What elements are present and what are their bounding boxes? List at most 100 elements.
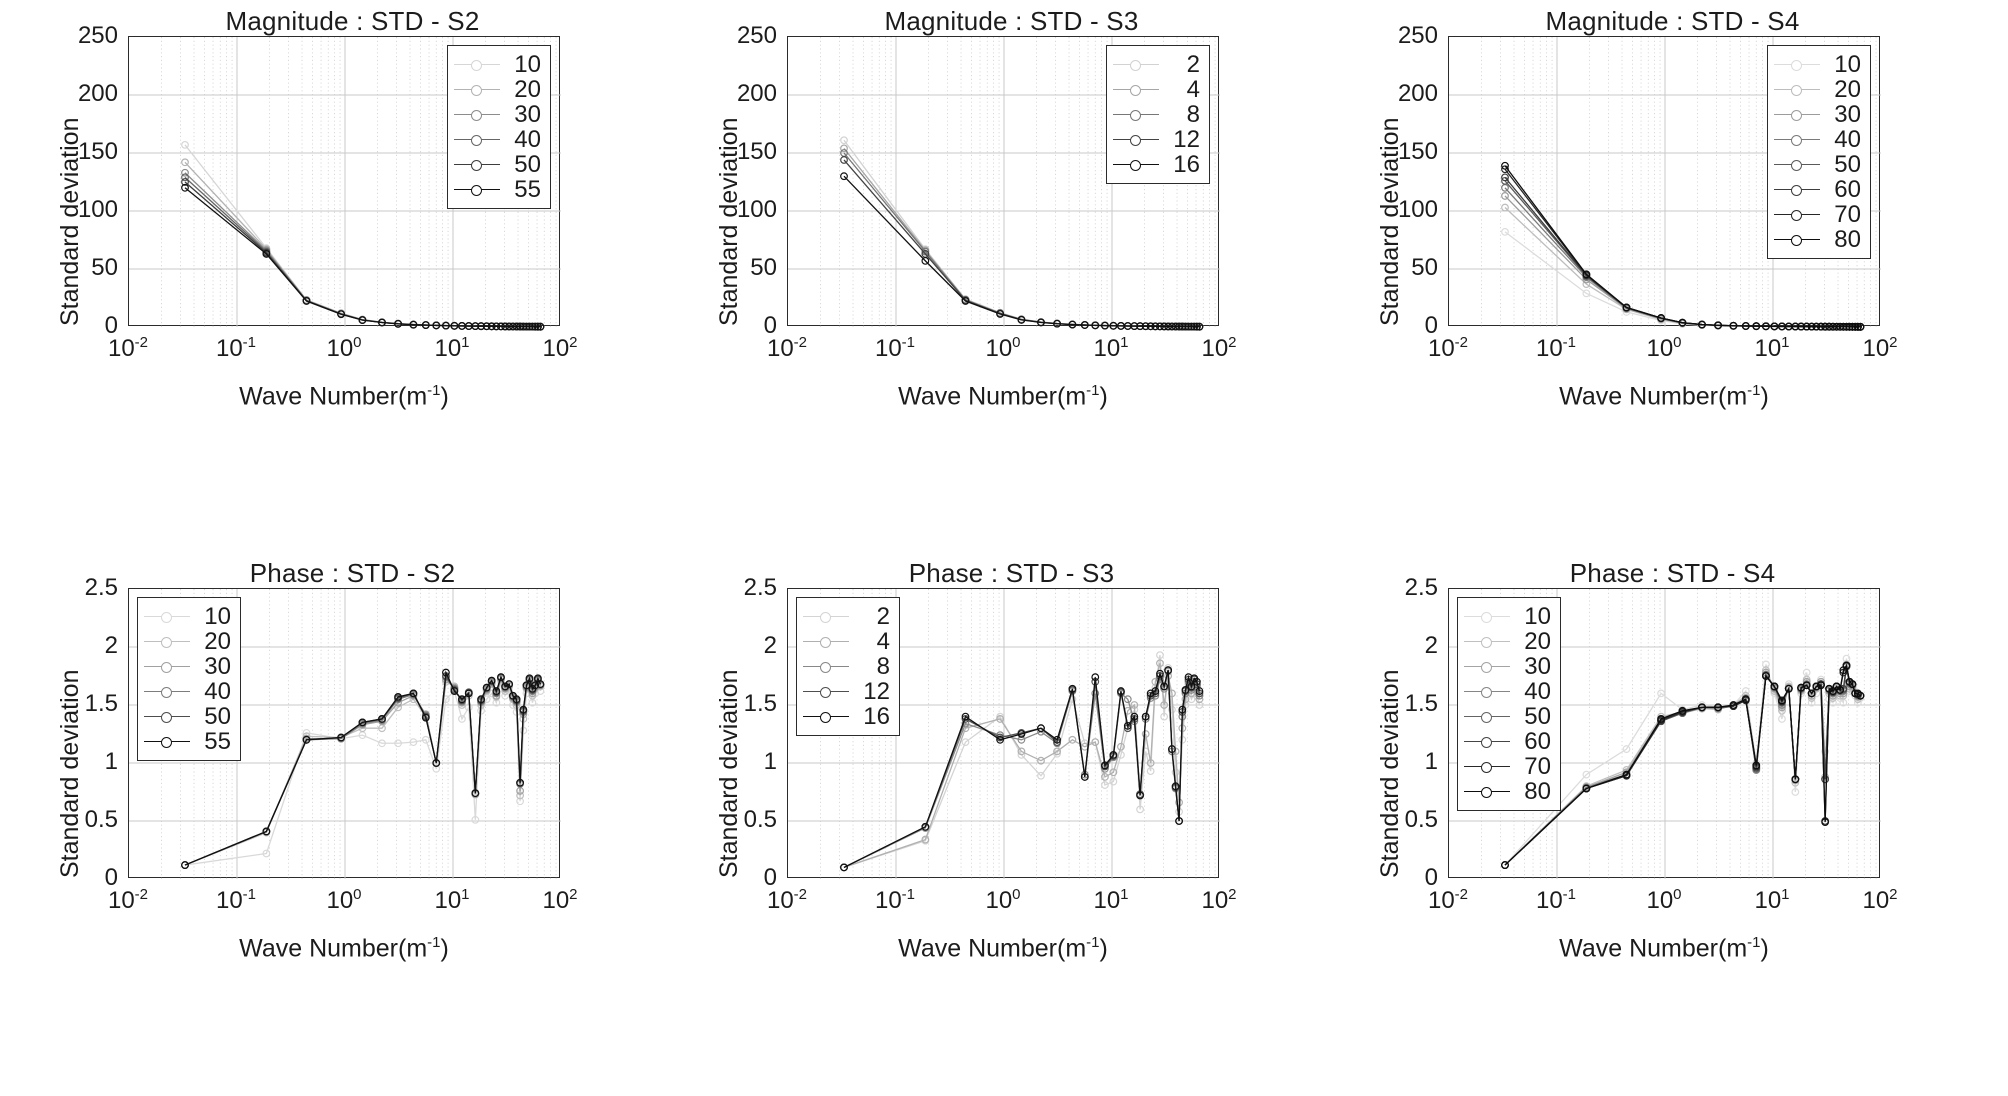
legend-line-marker-icon	[1774, 108, 1820, 122]
y-tick-label: 1	[763, 748, 777, 775]
legend-item[interactable]: 10	[1774, 51, 1861, 78]
x-tick-exponent: 1	[1781, 334, 1790, 351]
legend-label: 30	[514, 100, 541, 128]
legend[interactable]: 2 4 8 12 16	[1106, 45, 1210, 184]
legend-item[interactable]: 20	[454, 76, 541, 103]
legend-item[interactable]: 40	[1774, 126, 1861, 153]
x-tick-label: 102	[1201, 886, 1236, 915]
legend-item[interactable]: 2	[803, 603, 890, 630]
legend-label: 70	[1834, 200, 1861, 228]
legend-label: 10	[514, 50, 541, 78]
legend-label: 12	[1173, 125, 1200, 153]
legend[interactable]: 10 20 30 40 50 55	[447, 45, 551, 209]
legend-line-marker-icon	[144, 660, 190, 674]
legend-item[interactable]: 80	[1464, 778, 1551, 805]
legend-label: 30	[1524, 652, 1551, 680]
x-tick-exponent: -1	[1562, 334, 1577, 351]
legend-item[interactable]: 80	[1774, 226, 1861, 253]
legend-item[interactable]: 12	[803, 678, 890, 705]
legend-item[interactable]: 20	[144, 628, 231, 655]
legend-item[interactable]: 40	[1464, 678, 1551, 705]
legend-item[interactable]: 4	[1113, 75, 1200, 103]
legend-item[interactable]: 50	[1464, 703, 1551, 730]
y-tick-label: 250	[1397, 22, 1438, 49]
subplot-phase-s3: Phase : STD - S3 Standard deviation 2 4 8 12 1…	[677, 556, 1346, 1096]
legend-item[interactable]: 10	[1464, 603, 1551, 630]
legend-line-marker-icon	[144, 710, 190, 724]
x-tick-mantissa: 10	[1862, 335, 1890, 362]
x-tick-mantissa: 10	[1427, 887, 1455, 914]
legend-item[interactable]: 16	[803, 703, 890, 730]
y-tick-label: 0.5	[743, 806, 777, 833]
legend-item[interactable]: 50	[454, 150, 541, 178]
legend[interactable]: 10 20 30 40 50 55	[137, 597, 241, 761]
legend-item[interactable]: 60	[1464, 728, 1551, 755]
legend-item[interactable]: 70	[1464, 753, 1551, 780]
legend-item[interactable]: 30	[454, 100, 541, 128]
legend[interactable]: 10 20 30 40 50 60 70 80	[1767, 45, 1871, 259]
legend-item[interactable]: 30	[1774, 101, 1861, 128]
legend-item[interactable]: 50	[144, 703, 231, 730]
legend-item[interactable]: 2	[1113, 50, 1200, 78]
legend-item[interactable]: 55	[454, 176, 541, 203]
legend-label: 8	[1186, 100, 1200, 128]
legend-label: 50	[514, 150, 541, 178]
legend-item[interactable]: 30	[144, 653, 231, 680]
x-tick-mantissa: 10	[1093, 887, 1121, 914]
legend-line-marker-icon	[1113, 108, 1159, 122]
y-tick-label: 2	[1424, 632, 1438, 659]
x-tick-label: 10-2	[108, 886, 148, 915]
legend-item[interactable]: 50	[1774, 151, 1861, 178]
legend-label: 2	[1186, 50, 1200, 78]
y-tick-label: 200	[1397, 80, 1438, 107]
y-tick-label: 0	[763, 312, 777, 339]
legend-item[interactable]: 20	[1774, 76, 1861, 103]
x-tick-mantissa: 10	[326, 887, 354, 914]
legend-item[interactable]: 40	[144, 678, 231, 705]
x-tick-exponent: -1	[242, 334, 257, 351]
y-tick-label: 2.5	[84, 574, 118, 601]
legend-item[interactable]: 55	[144, 728, 231, 755]
x-tick-mantissa: 10	[1535, 887, 1563, 914]
x-tick-label: 102	[1862, 334, 1897, 363]
legend-item[interactable]: 12	[1113, 125, 1200, 153]
legend-line-marker-icon	[1774, 83, 1820, 97]
legend-line-marker-icon	[1464, 610, 1510, 624]
legend-item[interactable]: 8	[1113, 100, 1200, 128]
x-tick-exponent: 0	[1673, 334, 1682, 351]
legend-label: 8	[876, 652, 890, 680]
legend-line-marker-icon	[1774, 58, 1820, 72]
legend-item[interactable]: 10	[454, 50, 541, 78]
legend-label: 4	[876, 627, 890, 655]
x-tick-mantissa: 10	[1201, 887, 1229, 914]
x-axis-label-suffix: )	[1760, 382, 1769, 411]
legend-line-marker-icon	[1464, 785, 1510, 799]
x-tick-exponent: 0	[353, 886, 362, 903]
legend-label: 4	[1186, 75, 1200, 103]
legend[interactable]: 2 4 8 12 16	[796, 597, 900, 736]
x-tick-mantissa: 10	[1754, 887, 1782, 914]
legend-item[interactable]: 10	[144, 603, 231, 630]
x-axis-label-exponent: -1	[427, 382, 441, 399]
legend-item[interactable]: 8	[803, 652, 890, 680]
subplot-title: Phase : STD - S2	[249, 558, 456, 588]
y-tick-label: 1.5	[1404, 690, 1438, 717]
y-tick-label: 0	[1424, 312, 1438, 339]
x-tick-label: 102	[1201, 334, 1236, 363]
legend-item[interactable]: 4	[803, 627, 890, 655]
legend-item[interactable]: 16	[1113, 151, 1200, 178]
legend-item[interactable]: 60	[1774, 176, 1861, 203]
legend-line-marker-icon	[1464, 760, 1510, 774]
y-tick-label: 1	[1424, 748, 1438, 775]
legend-item[interactable]: 30	[1464, 652, 1551, 680]
legend-line-marker-icon	[1774, 183, 1820, 197]
legend-item[interactable]: 70	[1774, 200, 1861, 228]
legend-item[interactable]: 40	[454, 126, 541, 153]
legend-item[interactable]: 20	[1464, 628, 1551, 655]
subplot-magnitude-s4: Magnitude : STD - S4 Standard deviation 10…	[1338, 4, 2007, 544]
y-tick-label: 50	[750, 254, 777, 281]
x-tick-exponent: -2	[134, 334, 149, 351]
legend-line-marker-icon	[454, 158, 500, 172]
legend[interactable]: 10 20 30 40 50 60 70 80	[1457, 597, 1561, 811]
subplot-phase-s2: Phase : STD - S2 Standard deviation 10 20 30…	[18, 556, 687, 1096]
